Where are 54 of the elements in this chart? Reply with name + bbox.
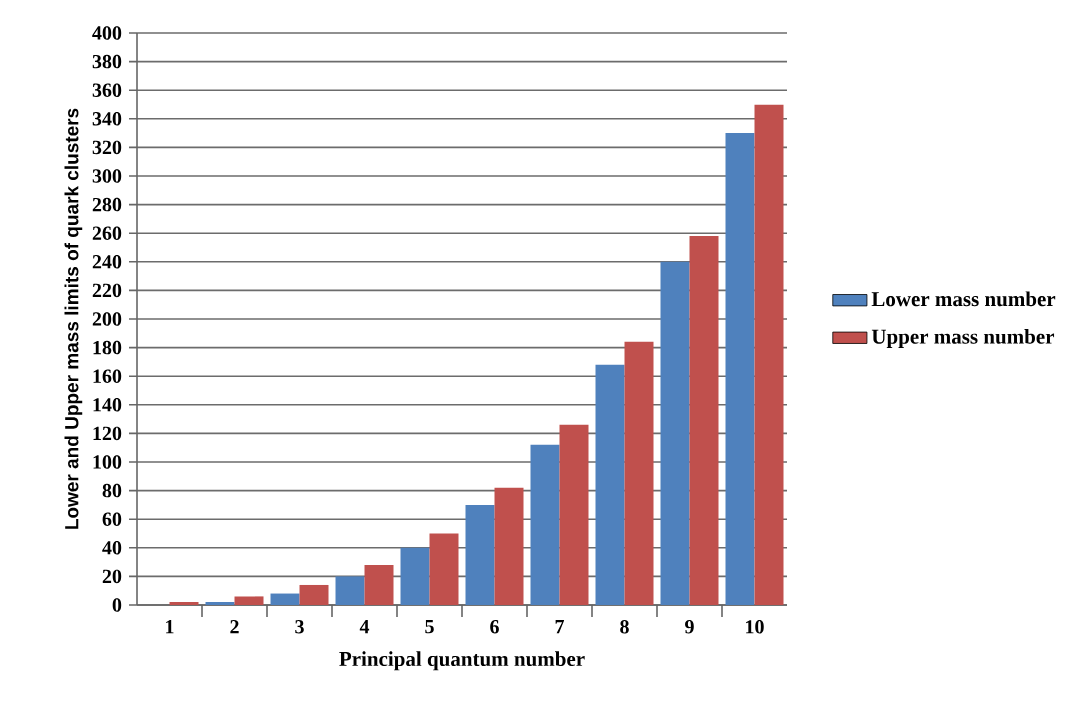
x-tick-label: 3 (295, 620, 304, 634)
bar (205, 602, 235, 605)
y-tick-label: 340 (92, 112, 122, 126)
bar (270, 593, 300, 605)
y-tick-label: 180 (93, 340, 122, 355)
y-tick-label: 160 (93, 369, 122, 383)
bar (559, 424, 589, 605)
bar (624, 341, 654, 605)
x-tick-label: 5 (425, 620, 434, 634)
bar (169, 602, 199, 605)
y-tick-label: 80 (102, 483, 122, 498)
x-tick-label: 10 (746, 620, 764, 634)
x-tick-label: 8 (620, 620, 629, 634)
bar (364, 564, 394, 605)
y-tick-label: 280 (92, 197, 122, 212)
y-tick-label: 120 (93, 426, 122, 441)
y-tick-label: 260 (92, 226, 122, 240)
legend-label: Lower mass number (871, 291, 1056, 307)
y-tick-label: 60 (102, 512, 122, 526)
y-tick-label: 220 (92, 283, 122, 298)
bar (754, 104, 784, 605)
y-tick-label: 380 (92, 54, 122, 69)
x-tick-label: 6 (490, 620, 499, 634)
bar (530, 444, 560, 605)
bar (299, 584, 329, 605)
bar (595, 364, 625, 605)
bar (689, 236, 719, 605)
bar (660, 261, 690, 605)
y-tick-label: 100 (93, 455, 122, 469)
x-tick-label: 4 (359, 620, 370, 634)
bar (725, 133, 755, 605)
y-tick-label: 240 (92, 255, 122, 269)
x-tick-label: 1 (166, 620, 174, 634)
x-tick-label: 2 (230, 620, 239, 634)
bar (400, 547, 430, 605)
bar (429, 533, 459, 605)
x-tick-label: 9 (685, 620, 694, 634)
legend-label: Upper mass number (871, 329, 1055, 349)
y-tick-label: 40 (102, 541, 122, 555)
y-tick-label: 0 (112, 598, 122, 612)
bar (465, 504, 495, 605)
y-axis-title: Lower and Upper mass limits of quark clusters (64, 108, 83, 529)
bar (234, 596, 264, 605)
y-tick-label: 320 (92, 140, 122, 155)
y-tick-label: 20 (102, 569, 122, 584)
y-tick-label: 200 (92, 312, 122, 326)
x-tick-label: 7 (555, 620, 565, 634)
y-tick-label: 360 (92, 83, 122, 97)
bar (335, 576, 365, 605)
x-axis-title: Principal quantum number (339, 651, 585, 671)
bar (494, 487, 524, 605)
y-tick-label: 300 (92, 169, 122, 183)
y-tick-label: 400 (92, 26, 122, 40)
y-tick-label: 140 (93, 398, 122, 412)
